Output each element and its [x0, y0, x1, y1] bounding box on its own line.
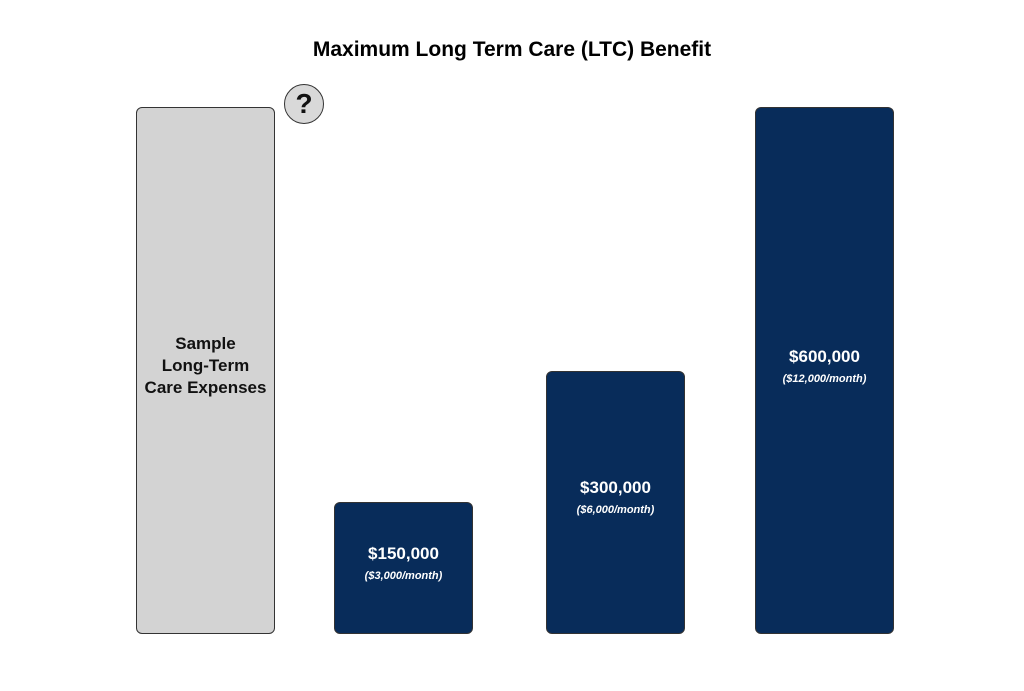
value-label: $150,000 — [368, 544, 439, 564]
annotation: ? — [284, 84, 324, 124]
bar: $150,000 ($3,000/month) — [334, 502, 473, 634]
category-label: Sample Long-Term Care Expenses — [144, 333, 267, 397]
bar-label: $150,000 ($3,000/month) — [335, 544, 472, 582]
bar-label: Sample Long-Term Care Expenses — [137, 333, 274, 399]
monthly-label: ($3,000/month) — [364, 570, 443, 583]
monthly-label: ($6,000/month) — [576, 504, 655, 517]
bar: Sample Long-Term Care Expenses — [136, 107, 275, 634]
bar-label: $300,000 ($6,000/month) — [547, 478, 684, 516]
value-label: $300,000 — [580, 478, 651, 498]
chart-title: Maximum Long Term Care (LTC) Benefit — [312, 38, 712, 61]
monthly-label: ($12,000/month) — [782, 372, 867, 385]
bar-label: $600,000 ($12,000/month) — [756, 347, 893, 385]
bar: $600,000 ($12,000/month) — [755, 107, 894, 634]
bar: $300,000 ($6,000/month) — [546, 370, 685, 634]
value-label: $600,000 — [789, 346, 860, 366]
